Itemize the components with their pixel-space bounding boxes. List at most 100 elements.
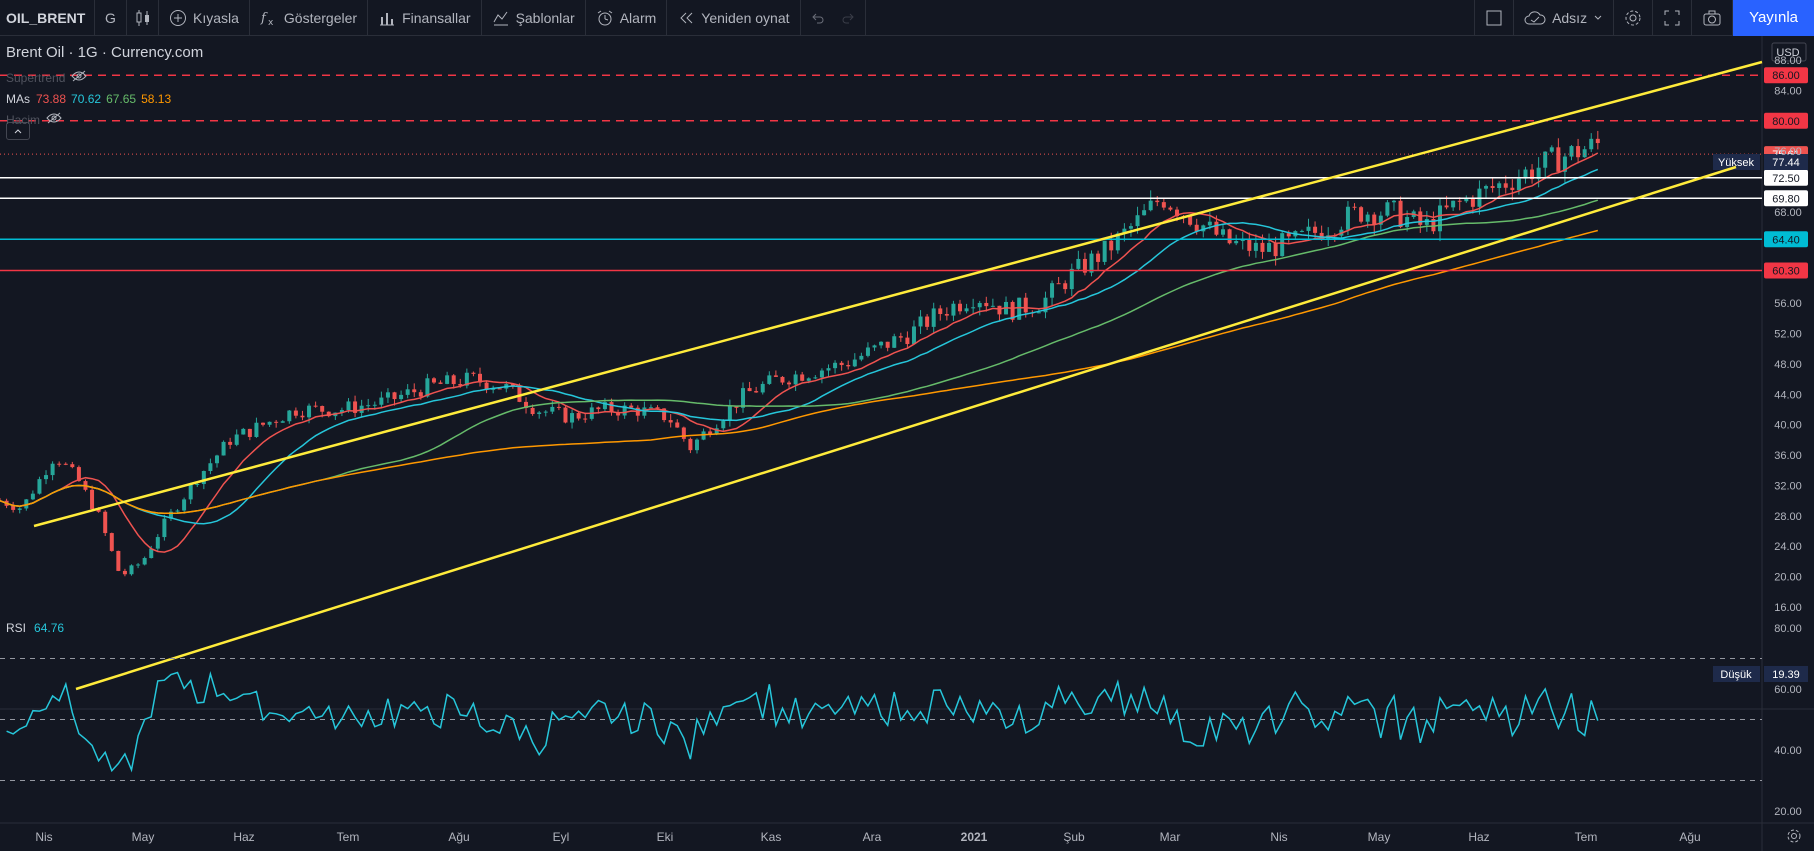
time-tick-label: Ara [863,830,882,844]
alert-button[interactable]: Alarm [586,0,668,36]
candle [990,298,995,307]
candle [1589,133,1594,153]
candle [1484,184,1489,198]
candle [478,367,482,387]
legend-collapse-button[interactable] [6,122,30,140]
candle [300,410,305,421]
candle [688,437,693,454]
chart-canvas[interactable]: 86.0080.0072.5069.8064.4060.3075.61Yükse… [0,36,1814,851]
candle [116,550,121,572]
candle [1372,212,1377,235]
candle [464,368,469,389]
candle [129,564,134,576]
fullscreen-button[interactable] [1653,0,1693,36]
volume-row[interactable]: Hacim [6,109,203,130]
time-tick-label: May [1368,830,1391,844]
candle [1490,177,1495,193]
gear-icon [1624,9,1642,27]
time-tick-label: Ağu [1679,830,1700,844]
extreme-label: Düşük [1720,669,1752,681]
candle [1569,144,1574,161]
undo-icon [809,10,825,26]
templates-button[interactable]: Şablonlar [482,0,586,36]
extreme-price: 19.39 [1772,669,1800,681]
candle [911,320,916,345]
candle [188,482,193,505]
layout-save-button[interactable]: Adsız [1514,0,1615,36]
candle [905,331,910,348]
candle [1227,228,1232,245]
eye-hidden-icon[interactable] [46,112,62,127]
candles-icon [135,9,151,27]
time-axis: Nis May Haz Tem Ağu Eyl Eki Kas Ara 2021 Şub Mar Nis… [0,822,1814,844]
candle [431,377,436,384]
rsi-tick-label: 80.00 [1774,623,1802,635]
eye-hidden-icon[interactable] [71,70,88,85]
candle [616,409,621,421]
candle [491,385,496,394]
time-tick-label: Kas [761,830,782,844]
candle [1451,200,1456,211]
square-icon [1485,9,1503,27]
mas-row[interactable]: MAs 73.88 70.62 67.65 58.13 [6,88,203,109]
financials-button[interactable]: Finansallar [368,0,482,36]
candle [773,370,778,378]
candle [1056,276,1061,285]
candle [1556,138,1561,173]
candle [136,563,141,569]
candle [852,353,857,368]
chart-type-button[interactable] [127,0,159,36]
rsi-legend: RSI 64.76 [6,621,64,635]
chevron-down-icon [1593,13,1603,23]
candle [451,374,456,389]
candle [267,421,272,427]
supertrend-row[interactable]: Supertrend [6,67,203,88]
indicators-label: Göstergeler [283,9,358,26]
interval-button[interactable]: G [95,0,127,36]
replay-button[interactable]: Yeniden oynat [667,0,801,36]
candle [399,390,404,402]
chart-legend: Brent Oil · 1G · Currency.com Supertrend… [6,44,203,130]
candle [50,461,55,481]
level-price-label: 86.00 [1772,70,1800,82]
candle [1128,223,1133,237]
extreme-label-badge [1713,154,1760,170]
candle [1076,250,1081,271]
candle [543,410,548,417]
level-price-badge [1764,190,1808,207]
candle [780,376,785,385]
bar-chart-icon [378,9,396,27]
extreme-label-badge [1713,666,1760,682]
candle [524,397,529,414]
candle [1267,233,1272,252]
candle [11,501,16,513]
settings-button[interactable] [1614,0,1654,36]
fullscreen-layout-button[interactable] [1474,0,1515,36]
compare-button[interactable]: Kıyasla [159,0,250,36]
candle [313,401,318,408]
compare-label: Kıyasla [193,9,239,26]
candle [221,440,226,456]
replay-icon [677,9,695,27]
channel-upper-line [33,60,1763,528]
candle [1004,296,1009,315]
publish-button[interactable]: Yayınla [1733,0,1814,36]
redo-button[interactable] [833,0,866,36]
symbol-search[interactable]: OIL_BRENT [0,0,95,36]
candle [1299,229,1304,233]
candle [984,296,989,312]
ma-values: 73.88 70.62 67.65 58.13 [36,92,171,106]
candle [1345,201,1350,235]
candle [405,384,410,399]
extreme-price-badge [1764,154,1808,170]
candle [747,381,752,392]
candle [1431,211,1436,235]
snapshot-button[interactable] [1692,0,1734,36]
currency-label[interactable]: USD [1776,47,1799,59]
chart-settings-button[interactable] [1786,828,1802,847]
candle [1240,232,1245,250]
candle [767,371,772,385]
candle [971,298,976,314]
undo-button[interactable] [801,0,833,36]
